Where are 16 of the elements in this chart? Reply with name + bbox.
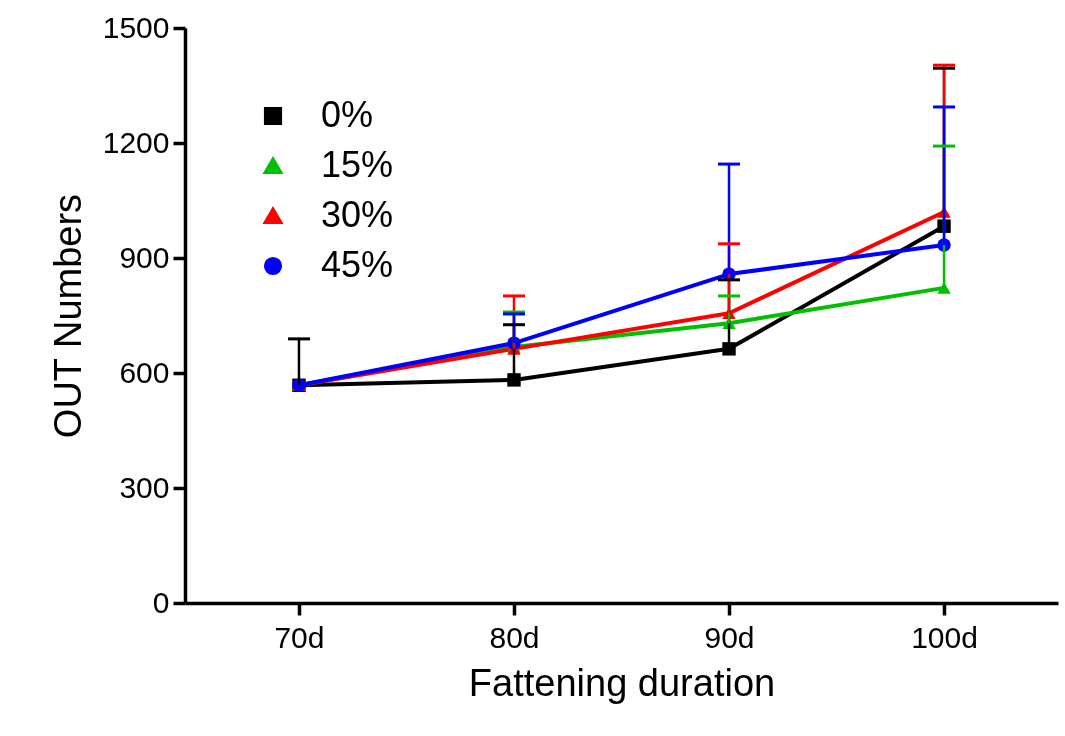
y-tick-label: 600	[119, 355, 170, 389]
legend-label: 15%	[321, 144, 394, 185]
y-tick-label: 0	[152, 585, 170, 619]
y-tick-label: 300	[119, 470, 170, 504]
x-tick-label: 90d	[704, 620, 755, 654]
x-tick-label: 70d	[274, 620, 325, 654]
x-tick-label: 100d	[911, 620, 978, 654]
legend-label: 0%	[321, 94, 374, 135]
y-axis-title: OUT Numbers	[46, 193, 89, 439]
y-tick-label: 1500	[102, 10, 170, 44]
legend-label: 30%	[321, 194, 394, 235]
y-tick-label: 900	[119, 240, 170, 274]
legend-label: 45%	[321, 244, 394, 285]
y-tick-label: 1200	[102, 125, 170, 159]
x-tick-label: 80d	[489, 620, 540, 654]
x-axis-title: Fattening duration	[468, 661, 776, 704]
